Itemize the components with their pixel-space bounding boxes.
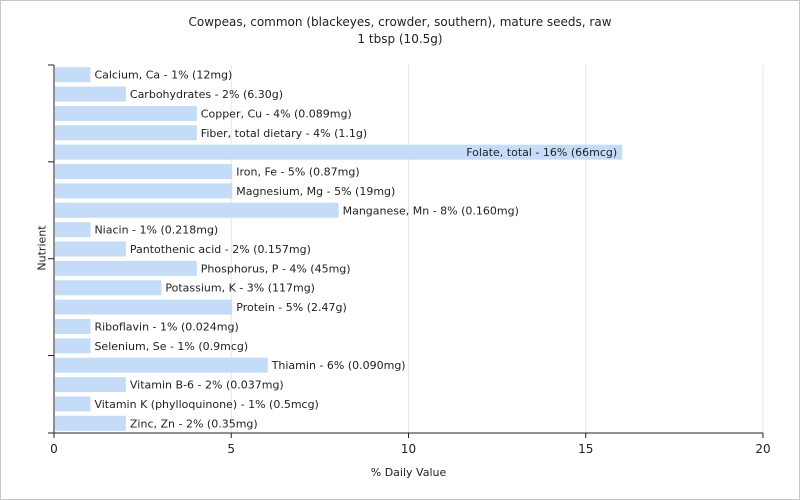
bar [55,125,197,141]
bar [55,183,233,199]
bar [55,415,126,431]
bar [55,280,162,296]
bar [55,144,623,160]
bar [55,222,91,238]
bar [55,202,339,218]
x-axis-label: % Daily Value [370,466,447,479]
chart-subtitle: 1 tbsp (10.5g) [357,32,443,46]
bar-label: Zinc, Zn - 2% (0.35mg) [130,417,258,430]
bar-label: Niacin - 1% (0.218mg) [94,224,218,237]
bar [55,377,126,393]
chart-title: Cowpeas, common (blackeyes, crowder, sou… [188,15,612,29]
bar [55,260,197,276]
x-tick-label: 5 [227,442,235,456]
bar-label: Manganese, Mn - 8% (0.160mg) [343,204,519,217]
bar-label: Calcium, Ca - 1% (12mg) [94,69,232,82]
y-axis-label: Nutrient [35,225,49,271]
bar-label: Protein - 5% (2.47g) [236,301,347,314]
bar-label: Carbohydrates - 2% (6.30g) [130,88,283,101]
bar-label: Vitamin B-6 - 2% (0.037mg) [130,379,284,392]
x-tick-label: 0 [50,442,58,456]
bar-label: Phosphorus, P - 4% (45mg) [201,262,351,275]
bar-label: Magnesium, Mg - 5% (19mg) [236,185,395,198]
bar [55,396,91,412]
bar-label: Vitamin K (phylloquinone) - 1% (0.5mcg) [94,398,318,411]
bar-label: Riboflavin - 1% (0.024mg) [94,320,238,333]
bar [55,86,126,102]
bar-label: Folate, total - 16% (66mcg) [466,146,617,159]
x-tick-label: 15 [578,442,593,456]
bar-label: Copper, Cu - 4% (0.089mg) [201,107,352,120]
bar [55,318,91,334]
x-tick-label: 10 [401,442,416,456]
x-tick-label: 20 [755,442,770,456]
bar [55,105,197,121]
bar-label: Selenium, Se - 1% (0.9mcg) [94,340,248,353]
bar-label: Fiber, total dietary - 4% (1.1g) [201,127,367,140]
bar-label: Iron, Fe - 5% (0.87mg) [236,166,359,179]
bar-label: Potassium, K - 3% (117mg) [165,282,315,295]
bar [55,164,233,180]
bar [55,299,233,315]
bar [55,338,91,354]
bar-label: Thiamin - 6% (0.090mg) [271,359,406,372]
bar-label: Pantothenic acid - 2% (0.157mg) [130,243,311,256]
bar [55,67,91,83]
bar [55,357,268,373]
bar [55,241,126,257]
